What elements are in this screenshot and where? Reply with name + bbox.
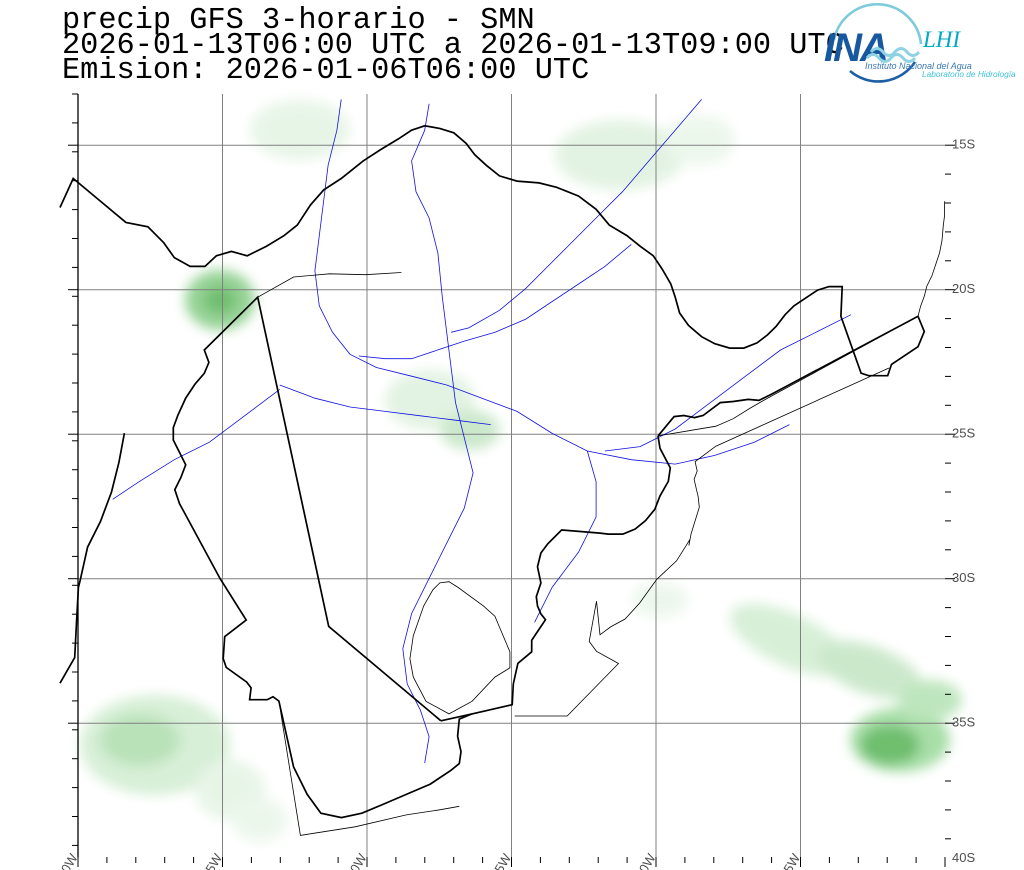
svg-text:25S: 25S — [952, 426, 975, 441]
svg-text:15S: 15S — [952, 137, 975, 152]
svg-text:40S: 40S — [952, 850, 975, 865]
svg-text:LHI: LHI — [922, 27, 961, 52]
svg-text:Laboratorio de Hidrología: Laboratorio de Hidrología — [922, 69, 1016, 79]
svg-text:70W: 70W — [54, 850, 81, 870]
svg-text:Emision: 2026-01-06T06:00 UTC: Emision: 2026-01-06T06:00 UTC — [62, 54, 589, 88]
svg-text:20S: 20S — [952, 281, 975, 296]
svg-text:30S: 30S — [952, 570, 975, 585]
svg-text:35S: 35S — [952, 715, 975, 730]
